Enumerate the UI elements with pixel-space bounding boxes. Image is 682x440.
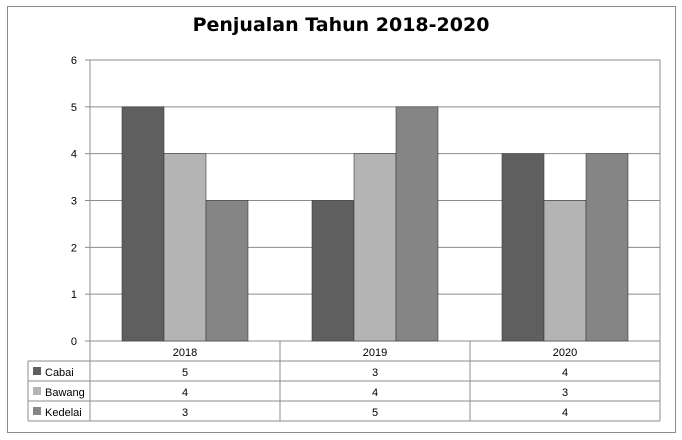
table-value: 4: [562, 367, 568, 379]
bar-kedelai-2018: [205, 200, 249, 342]
y-tick-label: 3: [71, 196, 77, 208]
bar-kedelai-2020: [585, 153, 629, 342]
bar-bawang-2018: [163, 153, 207, 342]
y-tick-label: 6: [71, 55, 77, 67]
bar-cabai-2020: [501, 153, 545, 342]
chart-title: Penjualan Tahun 2018-2020: [192, 14, 490, 36]
bar-cabai-2019: [311, 200, 355, 342]
y-tick-label: 5: [71, 102, 77, 114]
table-value: 3: [182, 407, 188, 419]
legend-key-bawang: [33, 387, 41, 395]
table-value: 3: [562, 387, 568, 399]
table-value: 3: [372, 367, 378, 379]
bar-cabai-2018: [121, 106, 165, 342]
x-category-label: 2020: [553, 347, 577, 359]
table-value: 4: [562, 407, 568, 419]
legend-label-kedelai: Kedelai: [45, 407, 82, 419]
legend-label-cabai: Cabai: [45, 367, 74, 379]
table-value: 4: [372, 387, 378, 399]
legend-key-kedelai: [33, 407, 41, 415]
y-tick-label: 1: [71, 289, 77, 301]
table-value: 4: [182, 387, 188, 399]
bar-kedelai-2019: [395, 106, 439, 342]
y-tick-label: 2: [71, 242, 77, 254]
x-category-label: 2018: [173, 347, 197, 359]
legend-key-cabai: [33, 367, 41, 375]
table-value: 5: [182, 367, 188, 379]
y-tick-label: 0: [71, 336, 77, 348]
table-value: 5: [372, 407, 378, 419]
bar-bawang-2020: [543, 200, 587, 342]
bar-bawang-2019: [353, 153, 397, 342]
legend-label-bawang: Bawang: [45, 387, 85, 399]
x-category-label: 2019: [363, 347, 387, 359]
y-tick-label: 4: [71, 149, 77, 161]
